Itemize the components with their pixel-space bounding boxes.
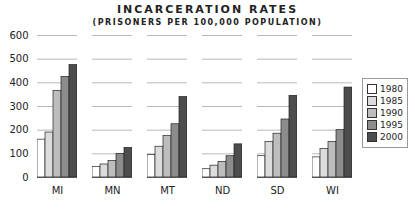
- html-text:1995: 1995: [380, 120, 403, 130]
- svg-text:0: 0: [22, 172, 28, 183]
- html-text:2000: 2000: [380, 132, 403, 142]
- svg-text:MT: MT: [160, 185, 176, 196]
- svg-text:ND: ND: [215, 185, 230, 196]
- svg-text:400: 400: [9, 77, 28, 88]
- html-text:1990: 1990: [380, 108, 403, 118]
- svg-text:100: 100: [9, 148, 28, 159]
- svg-text:300: 300: [9, 101, 28, 112]
- svg-text:200: 200: [9, 124, 28, 135]
- html-text:1985: 1985: [380, 96, 403, 106]
- svg-text:MI: MI: [52, 185, 64, 196]
- svg-text:500: 500: [9, 53, 28, 64]
- html-text:1980: 1980: [380, 84, 403, 94]
- svg-text:SD: SD: [270, 185, 284, 196]
- svg-text:WI: WI: [326, 185, 339, 196]
- svg-text:MN: MN: [104, 185, 120, 196]
- html-text:(PRISONERS PER 100,000 POPULAT: (PRISONERS PER 100,000 POPULATION): [92, 18, 323, 27]
- html-text:INCARCERATION RATES: INCARCERATION RATES: [116, 3, 299, 16]
- svg-text:600: 600: [9, 30, 28, 41]
